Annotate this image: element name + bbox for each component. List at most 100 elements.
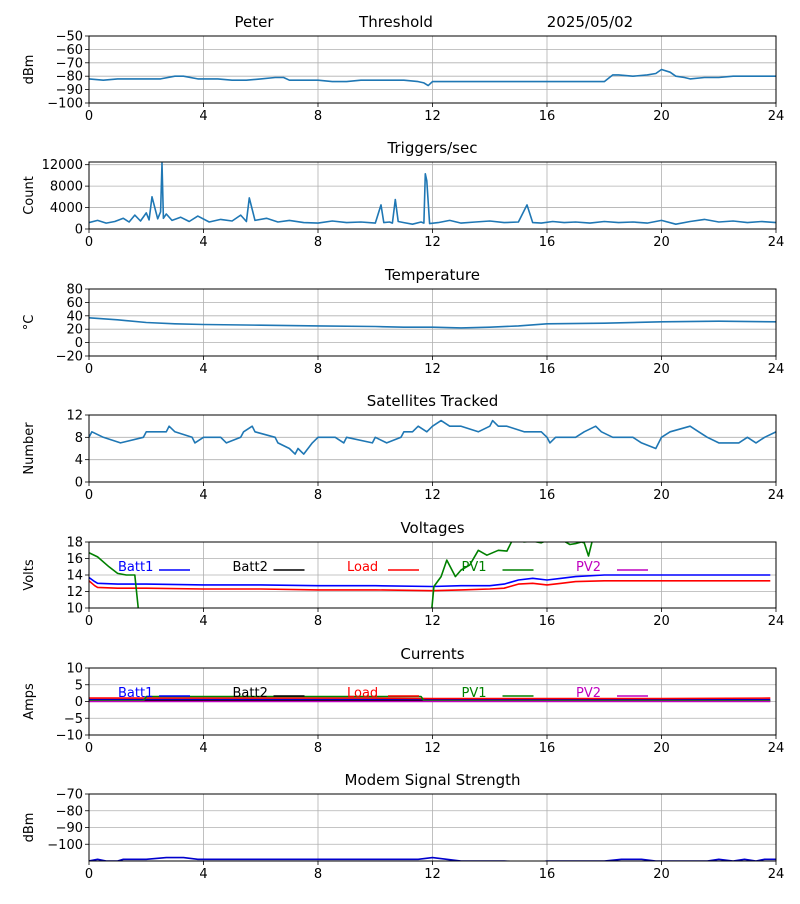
chart-threshold-xtick-label-4: 16 (539, 109, 556, 124)
chart-temperature-ytick-label-5: 80 (66, 283, 83, 298)
chart-temperature-ytick-label-0: −20 (56, 350, 83, 365)
chart-voltages-xtick-label-6: 24 (768, 614, 785, 629)
chart-threshold-xtick-label-1: 4 (199, 109, 207, 124)
chart-currents-ytick-label-1: −5 (64, 712, 83, 727)
chart-voltages-xtick-label-4: 16 (539, 614, 556, 629)
chart-currents-legend-label-load: Load (347, 686, 378, 701)
chart-voltages-ytick-label-1: 12 (66, 585, 83, 600)
chart-currents-ytick-label-2: 0 (75, 695, 83, 710)
chart-satellites-xtick-label-3: 12 (424, 488, 441, 503)
chart-satellites-ytick-label-2: 8 (75, 431, 83, 446)
chart-temperature-title: Temperature (384, 266, 480, 284)
chart-currents-xtick-label-2: 8 (314, 741, 322, 756)
chart-modem-xtick-label-5: 20 (653, 867, 670, 882)
chart-satellites-title: Satellites Tracked (367, 392, 498, 410)
chart-temperature-xtick-label-3: 12 (424, 362, 441, 377)
chart-triggers-xtick-label-5: 20 (653, 235, 670, 250)
chart-modem-ytick-label-2: −80 (56, 804, 83, 819)
chart-triggers-ylabel: Count (22, 176, 37, 215)
chart-threshold-ytick-label-5: −50 (56, 30, 83, 45)
chart-triggers-xtick-label-0: 0 (85, 235, 93, 250)
chart-temperature-xtick-label-2: 8 (314, 362, 322, 377)
chart-temperature-ytick-label-4: 60 (66, 296, 83, 311)
chart-modem-ytick-label-0: −100 (47, 838, 83, 853)
chart-voltages-ytick-label-2: 14 (66, 569, 83, 584)
chart-modem-ylabel: dBm (22, 813, 37, 843)
chart-temperature-ytick-label-1: 0 (75, 336, 83, 351)
header-mode: Threshold (358, 13, 433, 31)
chart-temperature-xtick-label-4: 16 (539, 362, 556, 377)
chart-voltages-xtick-label-0: 0 (85, 614, 93, 629)
chart-temperature-ytick-label-2: 20 (66, 323, 83, 338)
chart-currents-xtick-label-4: 16 (539, 741, 556, 756)
chart-modem-ytick-label-3: −70 (56, 788, 83, 803)
chart-threshold-xtick-label-2: 8 (314, 109, 322, 124)
chart-voltages-xtick-label-1: 4 (199, 614, 207, 629)
chart-currents-ytick-label-0: −10 (56, 729, 83, 744)
chart-temperature-xtick-label-6: 24 (768, 362, 785, 377)
chart-threshold-xtick-label-5: 20 (653, 109, 670, 124)
chart-satellites-xtick-label-0: 0 (85, 488, 93, 503)
chart-modem-xtick-label-1: 4 (199, 867, 207, 882)
chart-triggers-xtick-label-2: 8 (314, 235, 322, 250)
chart-satellites-xtick-label-1: 4 (199, 488, 207, 503)
chart-voltages-ytick-label-0: 10 (66, 602, 83, 617)
chart-modem-ytick-label-1: −90 (56, 821, 83, 836)
chart-temperature-xtick-label-0: 0 (85, 362, 93, 377)
chart-satellites-xtick-label-5: 20 (653, 488, 670, 503)
chart-voltages-legend-label-batt2: Batt2 (233, 560, 268, 575)
chart-currents-ylabel: Amps (22, 683, 37, 720)
chart-temperature-xtick-label-1: 4 (199, 362, 207, 377)
chart-voltages-xtick-label-3: 12 (424, 614, 441, 629)
header-station: Peter (234, 13, 274, 31)
chart-voltages-line-pv1 (89, 539, 599, 617)
chart-modem-xtick-label-2: 8 (314, 867, 322, 882)
chart-currents-xtick-label-1: 4 (199, 741, 207, 756)
chart-triggers-ytick-label-0: 0 (75, 223, 83, 238)
chart-triggers-ytick-label-1: 4000 (50, 201, 83, 216)
header-date: 2025/05/02 (547, 13, 633, 31)
chart-currents-xtick-label-3: 12 (424, 741, 441, 756)
chart-satellites-xtick-label-6: 24 (768, 488, 785, 503)
chart-currents-xtick-label-0: 0 (85, 741, 93, 756)
chart-threshold-ytick-label-2: −80 (56, 70, 83, 85)
chart-satellites-ytick-label-0: 0 (75, 476, 83, 491)
chart-voltages-legend-label-pv2: PV2 (576, 560, 601, 575)
chart-triggers-xtick-label-3: 12 (424, 235, 441, 250)
chart-currents-legend-label-pv2: PV2 (576, 686, 601, 701)
chart-voltages-legend-label-batt1: Batt1 (118, 560, 153, 575)
chart-voltages-title: Voltages (400, 519, 464, 537)
chart-satellites-ytick-label-3: 12 (66, 409, 83, 424)
chart-voltages-xtick-label-2: 8 (314, 614, 322, 629)
chart-currents-legend-label-batt2: Batt2 (233, 686, 268, 701)
chart-threshold-ylabel: dBm (22, 55, 37, 85)
chart-currents-xtick-label-5: 20 (653, 741, 670, 756)
chart-triggers-title: Triggers/sec (387, 139, 478, 157)
chart-voltages-ytick-label-4: 18 (66, 536, 83, 551)
chart-threshold-ytick-label-3: −70 (56, 56, 83, 71)
chart-currents-ytick-label-4: 10 (66, 662, 83, 677)
chart-currents-title: Currents (400, 645, 464, 663)
chart-modem-xtick-label-0: 0 (85, 867, 93, 882)
chart-satellites-ytick-label-1: 4 (75, 453, 83, 468)
chart-currents-legend-label-batt1: Batt1 (118, 686, 153, 701)
chart-satellites-xtick-label-4: 16 (539, 488, 556, 503)
chart-threshold-ytick-label-0: −100 (47, 97, 83, 112)
chart-modem-xtick-label-6: 24 (768, 867, 785, 882)
chart-currents-ytick-label-3: 5 (75, 678, 83, 693)
chart-modem-title: Modem Signal Strength (345, 771, 521, 789)
chart-modem-xtick-label-3: 12 (424, 867, 441, 882)
chart-threshold-ytick-label-4: −60 (56, 43, 83, 58)
chart-currents-xtick-label-6: 24 (768, 741, 785, 756)
chart-threshold-xtick-label-6: 24 (768, 109, 785, 124)
chart-currents-legend-label-pv1: PV1 (462, 686, 487, 701)
